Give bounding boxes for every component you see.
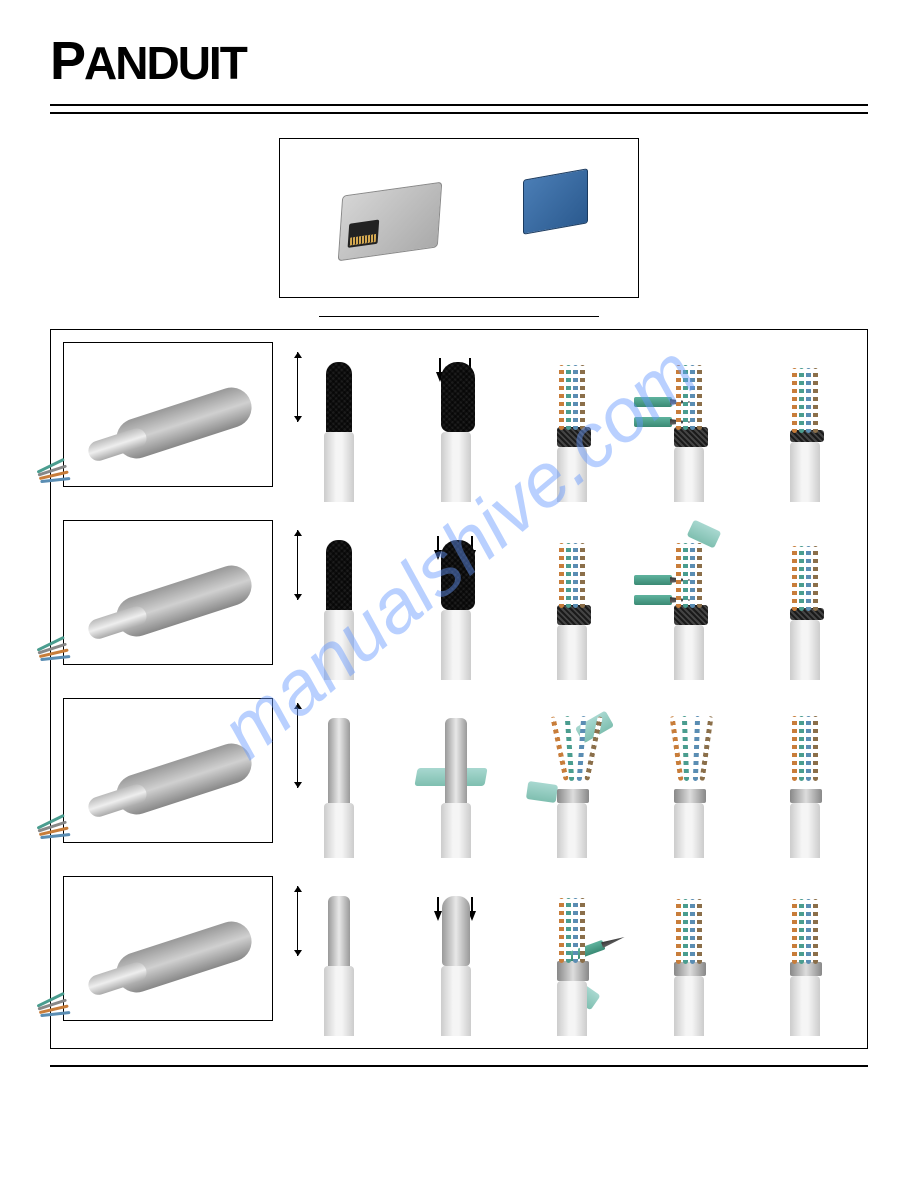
step-trim xyxy=(639,876,739,1036)
preparation-steps-grid xyxy=(50,329,868,1049)
section-rule xyxy=(319,316,599,317)
step-spread xyxy=(522,698,622,858)
step-strip xyxy=(289,698,389,858)
step-ready xyxy=(755,698,855,858)
step-push xyxy=(406,876,506,1036)
cable-row-overall-foil xyxy=(63,876,855,1036)
header-rule-1 xyxy=(50,104,868,106)
step-push xyxy=(406,342,506,502)
step-strip xyxy=(289,520,389,680)
jack-housing xyxy=(338,182,443,262)
cable-row-pair-foil xyxy=(63,698,855,858)
dimension-line xyxy=(297,886,298,956)
cable-row-sftp-foil xyxy=(63,520,855,680)
dimension-line xyxy=(297,703,298,788)
cable-type-sftp-foil xyxy=(63,520,273,665)
step-fold xyxy=(522,876,622,1036)
step-push xyxy=(406,520,506,680)
cable-type-overall-foil xyxy=(63,876,273,1021)
cable-type-pair-foil xyxy=(63,698,273,843)
foil-scrap xyxy=(526,781,558,803)
footer-rule xyxy=(50,1065,868,1067)
step-strip xyxy=(289,342,389,502)
wire-cap xyxy=(523,168,588,234)
step-ready xyxy=(755,342,855,502)
step-pairs xyxy=(639,698,739,858)
cable-row-sftp xyxy=(63,342,855,502)
step-remove-foil xyxy=(406,698,506,858)
step-ready xyxy=(755,876,855,1036)
dimension-line xyxy=(297,352,298,422)
step-fold xyxy=(522,342,622,502)
dimension-line xyxy=(297,530,298,600)
cutting-tool-icon xyxy=(634,575,672,585)
cutting-tool-icon xyxy=(634,397,672,407)
cutting-tool-icon xyxy=(634,417,672,427)
brand-logo: PANDUIT xyxy=(50,30,868,92)
product-illustration xyxy=(279,138,639,298)
cutting-tool-icon xyxy=(634,595,672,605)
cable-type-sftp xyxy=(63,342,273,487)
step-trim xyxy=(639,342,739,502)
step-strip xyxy=(289,876,389,1036)
step-ready xyxy=(755,520,855,680)
step-trim xyxy=(639,520,739,680)
header-rule-2 xyxy=(50,112,868,114)
step-fold xyxy=(522,520,622,680)
